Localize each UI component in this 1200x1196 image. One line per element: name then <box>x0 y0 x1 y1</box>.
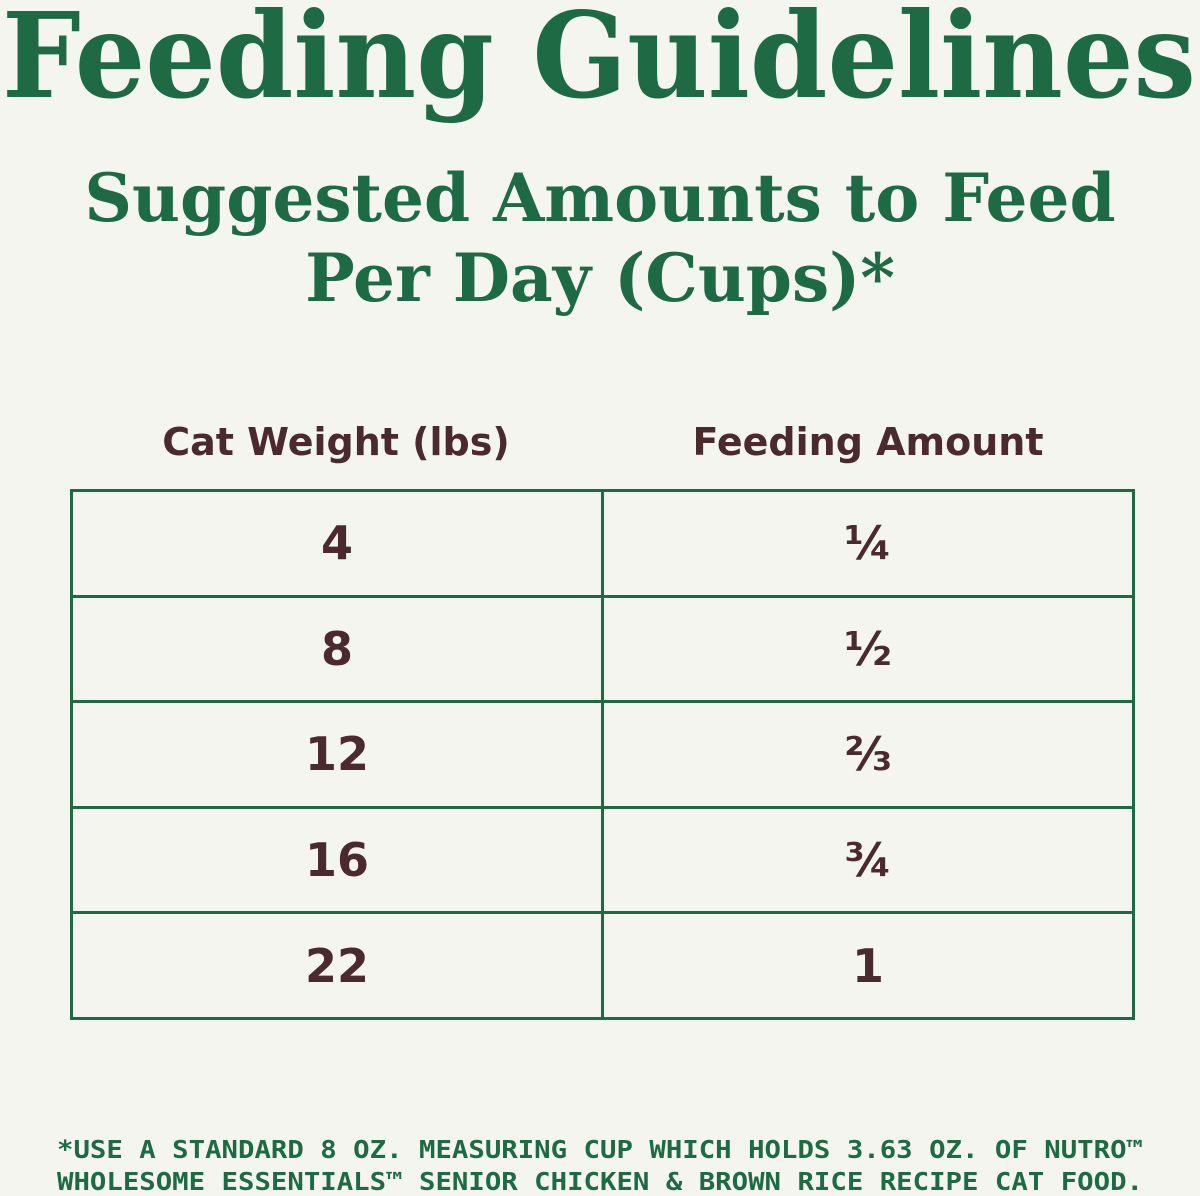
table-cell: ½ <box>601 594 1135 704</box>
table-cell: ⅔ <box>601 700 1135 809</box>
column-header: Feeding Amount <box>692 420 1044 464</box>
title: Feeding Guidelines <box>2 0 1196 125</box>
column-header: Cat Weight (lbs) <box>162 420 510 464</box>
table-cell: 8 <box>70 594 604 704</box>
table-cell: 16 <box>70 805 604 915</box>
table-cell: 12 <box>70 700 604 809</box>
feeding-table: 4 ¼ 8 ½ 12 ⅔ 16 ¾ 22 1 <box>70 489 1135 1020</box>
subtitle: Per Day (Cups)* <box>305 239 895 317</box>
table-row: 16 ¾ <box>70 805 1135 915</box>
table-cell: ¾ <box>601 805 1135 915</box>
footnote-line: WHOLESOME ESSENTIALS™ SENIOR CHICKEN & B… <box>57 1167 1143 1196</box>
footnote-line: *USE A STANDARD 8 OZ. MEASURING CUP WHIC… <box>57 1135 1143 1164</box>
table-row: 12 ⅔ <box>70 700 1135 809</box>
table-cell: 22 <box>70 911 604 1020</box>
table-cell: 1 <box>601 911 1135 1020</box>
subtitle: Suggested Amounts to Feed <box>84 159 1116 237</box>
table-cell: 4 <box>70 489 604 598</box>
title-box: Feeding Guidelines <box>2 0 1196 125</box>
table-row: 22 1 <box>70 911 1135 1020</box>
table-cell: ¼ <box>601 489 1135 598</box>
footnote: *USE A STANDARD 8 OZ. MEASURING CUP WHIC… <box>57 1135 1143 1196</box>
